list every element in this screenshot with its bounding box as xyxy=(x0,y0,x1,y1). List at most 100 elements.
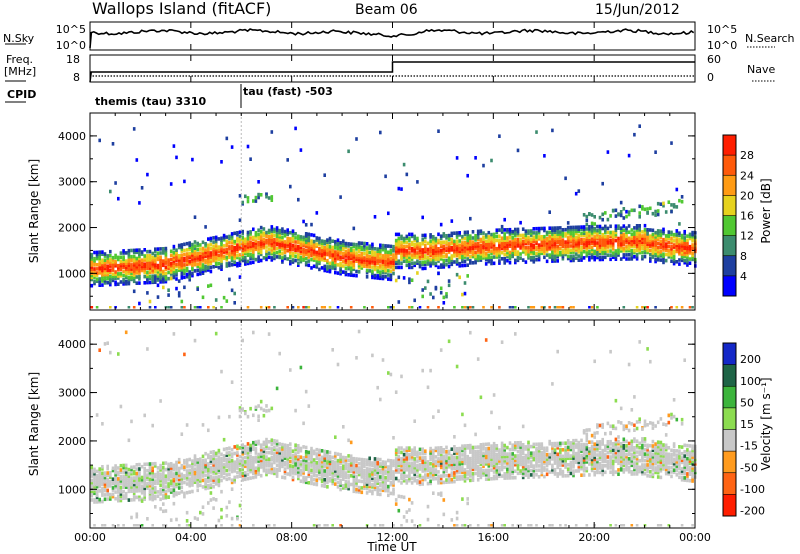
heatmap-cell xyxy=(180,490,184,494)
heatmap-cell xyxy=(506,238,509,242)
heatmap-cell xyxy=(201,505,205,509)
heatmap-cell xyxy=(646,228,649,232)
heatmap-cell xyxy=(387,489,390,493)
heatmap-cell xyxy=(318,255,321,259)
heatmap-cell xyxy=(418,465,422,469)
heatmap-cell xyxy=(225,514,229,518)
heatmap-cell xyxy=(196,306,199,309)
heatmap-cell xyxy=(387,467,390,471)
heatmap-cell xyxy=(627,240,631,245)
heatmap-cell xyxy=(524,231,528,235)
heatmap-cell xyxy=(304,463,308,467)
heatmap-cell xyxy=(387,493,390,498)
heatmap-cell xyxy=(651,251,655,255)
heatmap-cell xyxy=(548,226,551,230)
heatmap-cell xyxy=(281,258,284,262)
heatmap-cell xyxy=(569,250,573,254)
heatmap-cell xyxy=(368,460,371,465)
heatmap-cell xyxy=(675,239,679,243)
heatmap-cell xyxy=(265,409,268,413)
heatmap-cell xyxy=(482,254,485,258)
heatmap-cell xyxy=(331,245,334,250)
heatmap-cell xyxy=(318,452,321,457)
heatmap-cell xyxy=(381,260,385,264)
heatmap-cell xyxy=(355,356,358,360)
heatmap-cell xyxy=(360,247,364,252)
heatmap-cell xyxy=(228,466,231,470)
heatmap-cell xyxy=(410,468,414,472)
heatmap-cell xyxy=(267,251,271,255)
heatmap-cell xyxy=(347,458,350,463)
heatmap-cell xyxy=(392,249,395,253)
heatmap-cell xyxy=(630,244,634,249)
heatmap-cell xyxy=(132,491,136,495)
heatmap-cell xyxy=(429,257,432,262)
heatmap-cell xyxy=(225,264,229,268)
heatmap-cell xyxy=(214,250,218,254)
heatmap-cell xyxy=(691,239,694,243)
heatmap-cell xyxy=(582,227,586,231)
heatmap-cell xyxy=(352,226,356,231)
heatmap-cell xyxy=(236,475,239,479)
heatmap-cell xyxy=(297,459,300,463)
heatmap-cell xyxy=(418,447,422,452)
heatmap-cell xyxy=(257,468,260,472)
heatmap-cell xyxy=(418,306,422,309)
heatmap-cell xyxy=(334,266,337,271)
heatmap-cell xyxy=(199,270,202,274)
heatmap-cell xyxy=(177,262,181,266)
heatmap-cell xyxy=(132,484,136,489)
heatmap-cell xyxy=(643,234,647,238)
heatmap-cell xyxy=(151,524,154,527)
heatmap-cell xyxy=(402,455,406,459)
heatmap-cell xyxy=(233,231,236,236)
heatmap-cell xyxy=(230,256,234,261)
heatmap-cell xyxy=(294,408,297,413)
heatmap-cell xyxy=(241,408,244,412)
heatmap-cell xyxy=(582,249,586,254)
heatmap-cell xyxy=(185,423,189,427)
heatmap-cell xyxy=(537,235,541,239)
heatmap-cell xyxy=(545,232,549,237)
heatmap-cell xyxy=(127,271,131,276)
heatmap-cell xyxy=(228,459,231,463)
heatmap-cell xyxy=(193,250,197,255)
heatmap-cell xyxy=(254,470,258,475)
heatmap-cell xyxy=(387,487,390,491)
heatmap-cell xyxy=(162,259,165,263)
heatmap-cell xyxy=(175,258,178,263)
heatmap-cell xyxy=(572,235,575,240)
heatmap-cell xyxy=(450,241,454,246)
heatmap-cell xyxy=(532,247,536,252)
heatmap-cell xyxy=(320,266,324,270)
heatmap-cell xyxy=(392,306,395,309)
heatmap-cell xyxy=(352,273,356,278)
heatmap-cell xyxy=(551,238,554,243)
heatmap-cell xyxy=(349,271,353,275)
heatmap-cell xyxy=(167,475,170,480)
heatmap-cell xyxy=(267,255,271,260)
heatmap-cell xyxy=(103,279,107,283)
heatmap-cell xyxy=(114,464,117,468)
heatmap-cell xyxy=(106,268,109,273)
heatmap-cell xyxy=(315,447,319,452)
heatmap-cell xyxy=(302,256,305,260)
heatmap-cell xyxy=(249,246,252,251)
heatmap-cell xyxy=(111,262,115,266)
heatmap-cell xyxy=(154,275,157,279)
heatmap-cell xyxy=(577,235,581,240)
heatmap-cell xyxy=(299,462,303,466)
heatmap-cell xyxy=(598,255,602,260)
heatmap-cell xyxy=(453,252,456,256)
heatmap-cell xyxy=(574,235,578,240)
heatmap-cell xyxy=(130,465,133,470)
heatmap-cell xyxy=(138,480,141,484)
heatmap-cell xyxy=(151,270,154,274)
heatmap-cell xyxy=(169,253,173,258)
heatmap-cell xyxy=(349,440,353,445)
heatmap-cell xyxy=(622,249,626,253)
heatmap-cell xyxy=(535,226,538,231)
heatmap-cell xyxy=(384,475,387,480)
heatmap-cell xyxy=(611,232,615,237)
heatmap-cell xyxy=(180,474,184,479)
